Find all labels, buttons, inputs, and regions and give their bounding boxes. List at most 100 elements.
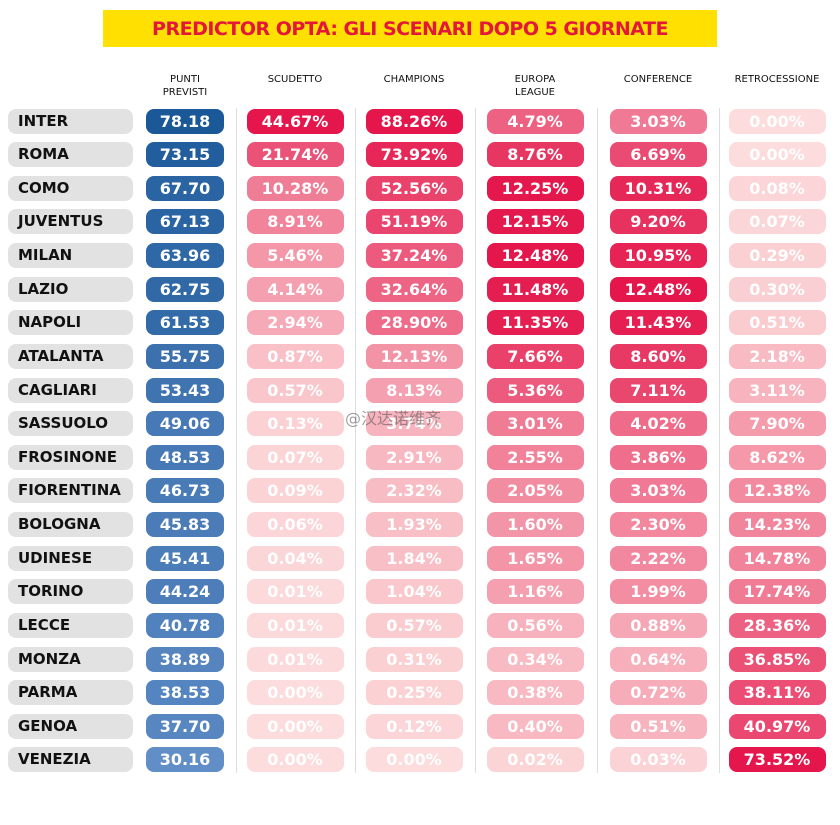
probability-cell: 7.11%	[609, 377, 707, 403]
probability-cell: 28.90%	[365, 310, 463, 336]
probability-cell: 0.09%	[246, 478, 344, 504]
probability-cell: 21.74%	[246, 142, 344, 168]
points-cell: 55.75	[146, 343, 224, 369]
probability-cell: 8.60%	[609, 343, 707, 369]
probability-cell: 0.57%	[246, 377, 344, 403]
probability-cell: 14.78%	[728, 545, 826, 571]
probability-cell: 2.22%	[609, 545, 707, 571]
probability-cell: 0.57%	[365, 612, 463, 638]
probability-cell: 0.01%	[246, 646, 344, 672]
probability-cell: 0.00%	[246, 680, 344, 706]
probability-cell: 11.43%	[609, 310, 707, 336]
probability-cell: 36.85%	[728, 646, 826, 672]
probability-cell: 0.25%	[365, 680, 463, 706]
team-name: FIORENTINA	[8, 478, 133, 504]
column-separator	[475, 108, 476, 773]
column-separator	[719, 108, 720, 773]
probability-cell: 5.36%	[486, 377, 584, 403]
probability-cell: 0.00%	[246, 713, 344, 739]
probability-cell: 0.87%	[246, 343, 344, 369]
team-name: COMO	[8, 175, 133, 201]
points-cell: 61.53	[146, 310, 224, 336]
probability-cell: 2.18%	[728, 343, 826, 369]
probability-cell: 3.01%	[486, 411, 584, 437]
probability-cell: 37.24%	[365, 243, 463, 269]
probability-cell: 12.48%	[609, 276, 707, 302]
probability-cell: 0.07%	[246, 444, 344, 470]
probability-cell: 1.93%	[365, 512, 463, 538]
team-name: MILAN	[8, 243, 133, 269]
probability-cell: 12.15%	[486, 209, 584, 235]
column-header: SCUDETTO	[267, 74, 323, 85]
probability-cell: 0.04%	[246, 545, 344, 571]
probability-cell: 0.56%	[486, 612, 584, 638]
column-header: CHAMPIONS	[383, 74, 445, 85]
probability-cell: 4.79%	[486, 108, 584, 134]
probability-cell: 3.86%	[609, 444, 707, 470]
probability-cell: 2.91%	[365, 444, 463, 470]
probability-cell: 3.03%	[609, 478, 707, 504]
probability-cell: 0.13%	[246, 411, 344, 437]
probability-cell: 0.00%	[365, 747, 463, 773]
probability-cell: 0.31%	[365, 646, 463, 672]
points-cell: 40.78	[146, 612, 224, 638]
points-cell: 67.70	[146, 175, 224, 201]
points-cell: 38.53	[146, 680, 224, 706]
points-cell: 78.18	[146, 108, 224, 134]
points-cell: 73.15	[146, 142, 224, 168]
column-header: EUROPA LEAGUE	[514, 74, 556, 98]
team-name: LAZIO	[8, 276, 133, 302]
points-cell: 67.13	[146, 209, 224, 235]
probability-cell: 44.67%	[246, 108, 344, 134]
probability-cell: 12.13%	[365, 343, 463, 369]
probability-cell: 2.30%	[609, 512, 707, 538]
probability-cell: 0.88%	[609, 612, 707, 638]
probability-cell: 0.30%	[728, 276, 826, 302]
probability-cell: 0.08%	[728, 175, 826, 201]
team-name: FROSINONE	[8, 444, 133, 470]
points-cell: 44.24	[146, 579, 224, 605]
probability-cell: 0.01%	[246, 579, 344, 605]
probability-cell: 0.12%	[365, 713, 463, 739]
team-name: ROMA	[8, 142, 133, 168]
probability-cell: 8.13%	[365, 377, 463, 403]
column-separator	[355, 108, 356, 773]
team-name: ATALANTA	[8, 343, 133, 369]
probability-cell: 2.32%	[365, 478, 463, 504]
probability-cell: 0.51%	[609, 713, 707, 739]
probability-cell: 52.56%	[365, 175, 463, 201]
probability-cell: 73.52%	[728, 747, 826, 773]
points-cell: 48.53	[146, 444, 224, 470]
probability-cell: 88.26%	[365, 108, 463, 134]
points-cell: 63.96	[146, 243, 224, 269]
watermark: @汉达诺维齐	[345, 409, 442, 428]
probability-cell: 2.94%	[246, 310, 344, 336]
points-cell: 49.06	[146, 411, 224, 437]
probability-cell: 32.64%	[365, 276, 463, 302]
team-name: BOLOGNA	[8, 512, 133, 538]
probability-cell: 14.23%	[728, 512, 826, 538]
column-separator	[597, 108, 598, 773]
probability-cell: 9.20%	[609, 209, 707, 235]
probability-cell: 1.16%	[486, 579, 584, 605]
probability-cell: 0.29%	[728, 243, 826, 269]
probability-cell: 11.35%	[486, 310, 584, 336]
team-name: SASSUOLO	[8, 411, 133, 437]
points-cell: 62.75	[146, 276, 224, 302]
probability-cell: 0.00%	[246, 747, 344, 773]
probability-cell: 12.38%	[728, 478, 826, 504]
probability-cell: 0.00%	[728, 108, 826, 134]
probability-cell: 38.11%	[728, 680, 826, 706]
team-name: GENOA	[8, 713, 133, 739]
team-name: PARMA	[8, 680, 133, 706]
probability-cell: 11.48%	[486, 276, 584, 302]
points-cell: 46.73	[146, 478, 224, 504]
probability-cell: 0.34%	[486, 646, 584, 672]
probability-cell: 1.84%	[365, 545, 463, 571]
probability-cell: 8.62%	[728, 444, 826, 470]
probability-cell: 10.28%	[246, 175, 344, 201]
probability-cell: 0.03%	[609, 747, 707, 773]
points-cell: 38.89	[146, 646, 224, 672]
team-name: TORINO	[8, 579, 133, 605]
